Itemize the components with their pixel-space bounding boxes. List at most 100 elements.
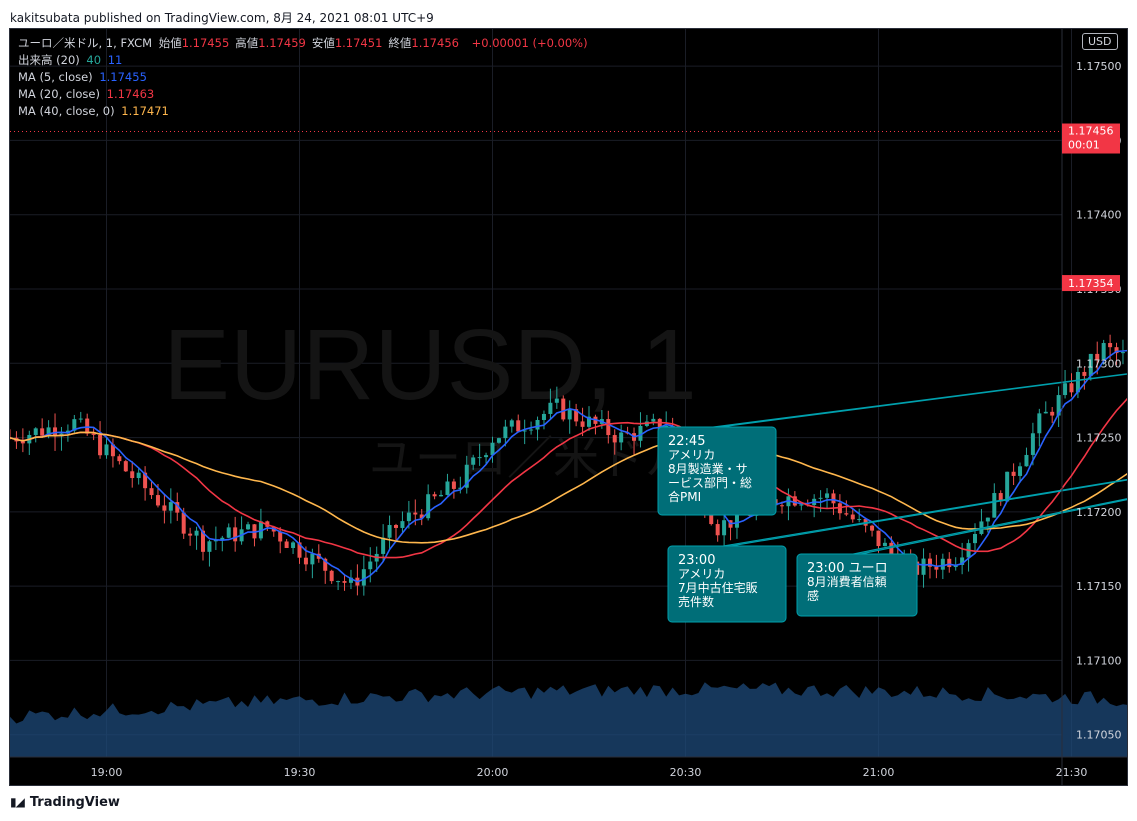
candle-body: [780, 505, 784, 507]
y-tick-label: 1.17300: [1076, 357, 1122, 370]
candle-body: [162, 505, 167, 511]
volume-area: [10, 682, 1127, 757]
legend-ma20-label[interactable]: MA (20, close): [18, 87, 100, 101]
candle-body: [870, 525, 875, 531]
candle-body: [1069, 383, 1074, 393]
candle-body: [91, 433, 96, 435]
candle-body: [792, 496, 797, 506]
candle-body: [825, 493, 830, 498]
last-price-countdown: 00:01: [1068, 139, 1100, 152]
candle-body: [1075, 371, 1080, 393]
legend-volume-label[interactable]: 出来高 (20): [18, 53, 80, 67]
chart-frame[interactable]: EURUSD, 1 ユーロ／米ドル 22:45 アメリカ 8月製造業・サ ービス部門・…: [9, 28, 1128, 786]
legend-ma40-value: 1.17471: [121, 104, 169, 118]
chart-legend: ユーロ／米ドル, 1, FXCM 始値1.17455 高値1.17459 安値1.1…: [18, 35, 591, 120]
candle-body: [33, 428, 38, 435]
candle-body: [580, 421, 585, 427]
candle-body: [458, 487, 463, 489]
candle-body: [850, 514, 855, 520]
candle-body: [194, 530, 199, 536]
legend-ohlc: 始値1.17455 高値1.17459 安値1.17451 終値1.17456: [159, 36, 465, 50]
x-tick-label: 20:00: [477, 766, 509, 779]
candle-body: [1114, 347, 1119, 354]
candle-body: [394, 525, 398, 528]
callout-text: 合PMI: [668, 489, 701, 504]
y-tick-label: 1.17050: [1076, 729, 1122, 742]
price-chart[interactable]: EURUSD, 1 ユーロ／米ドル 22:45アメリカ8月製造業・サービス部門・…: [10, 29, 1127, 785]
price-axis[interactable]: 1.175001.174501.174001.173501.173001.172…: [10, 29, 1122, 785]
candle-body: [657, 418, 662, 431]
candle-body: [484, 455, 489, 458]
candle-body: [464, 464, 469, 488]
candle-body: [284, 541, 289, 548]
candle-body: [226, 527, 231, 538]
tradingview-logo-icon: ▮◢: [10, 795, 25, 809]
candle-body: [439, 494, 444, 497]
x-tick-label: 19:30: [284, 766, 316, 779]
candle-body: [1088, 353, 1093, 376]
legend-ohlc-2: 安値1.17451: [311, 36, 383, 50]
callout-box: [667, 545, 787, 623]
legend-ma40-row: MA (40, close, 0) 1.17471: [18, 103, 591, 120]
candle-body: [1018, 466, 1023, 476]
candle-body: [1082, 371, 1087, 376]
candle-body: [168, 502, 173, 511]
legend-symbol[interactable]: ユーロ／米ドル, 1, FXCM: [18, 36, 153, 50]
publisher-line: kakitsubata published on TradingView.com…: [10, 11, 434, 25]
legend-ma5-value: 1.17455: [99, 70, 147, 84]
candle-body: [522, 430, 527, 432]
candle-body: [1120, 352, 1125, 354]
candle-body: [110, 444, 115, 457]
candle-body: [651, 418, 656, 422]
legend-ma20-row: MA (20, close) 1.17463: [18, 86, 591, 103]
callout-text: 8月消費者信頼: [807, 574, 887, 589]
candle-body: [297, 542, 302, 558]
candle-body: [1050, 411, 1055, 416]
candle-body: [72, 419, 77, 431]
candle-body: [490, 442, 495, 456]
legend-ma5-label[interactable]: MA (5, close): [18, 70, 93, 84]
candle-body: [529, 429, 534, 431]
time-axis[interactable]: 19:0019:3020:0020:3021:0021:3022:0022:30…: [10, 756, 1127, 779]
candle-body: [818, 497, 823, 499]
callout-text: 23:00: [678, 553, 715, 568]
candle-body: [303, 557, 308, 565]
y-tick-label: 1.17400: [1076, 209, 1122, 222]
candle-body: [181, 512, 186, 534]
event-callouts[interactable]: 22:45アメリカ8月製造業・サービス部門・総合PMI23:00アメリカ7月中古…: [657, 319, 1127, 623]
last-price-value: 1.17456: [1068, 125, 1114, 138]
candle-body: [85, 418, 90, 434]
candle-body: [78, 418, 83, 420]
currency-button[interactable]: USD: [1082, 33, 1118, 50]
candle-body: [985, 517, 990, 522]
candle-body: [278, 531, 283, 542]
callout-text: 感: [807, 588, 819, 603]
candle-body: [844, 513, 849, 515]
ma-price-badge: [1062, 275, 1120, 292]
candle-body: [387, 525, 392, 538]
legend-ma40-label[interactable]: MA (40, close, 0): [18, 104, 115, 118]
tradingview-logo[interactable]: ▮◢ TradingView: [10, 795, 120, 810]
x-tick-label: 19:00: [91, 766, 123, 779]
candle-body: [471, 457, 476, 465]
moving-averages: [10, 349, 1127, 583]
candle-body: [155, 495, 160, 506]
candle-body: [709, 511, 714, 525]
candle-body: [445, 481, 450, 495]
candle-body: [149, 488, 154, 496]
legend-symbol-row: ユーロ／米ドル, 1, FXCM 始値1.17455 高値1.17459 安値1.1…: [18, 35, 591, 52]
candle-body: [612, 435, 617, 443]
legend-ma20-value: 1.17463: [106, 87, 155, 101]
candle-body: [175, 502, 180, 513]
candle-body: [348, 577, 353, 583]
candle-body: [496, 438, 501, 443]
grid-lines: [10, 29, 1072, 757]
candle-body: [722, 520, 727, 536]
candle-body: [368, 561, 373, 570]
candle-body: [477, 457, 482, 459]
candle-body: [136, 472, 141, 479]
candle-body: [1024, 454, 1029, 467]
candle-body: [574, 409, 579, 422]
candle-body: [201, 530, 205, 552]
candle-body: [419, 514, 424, 519]
